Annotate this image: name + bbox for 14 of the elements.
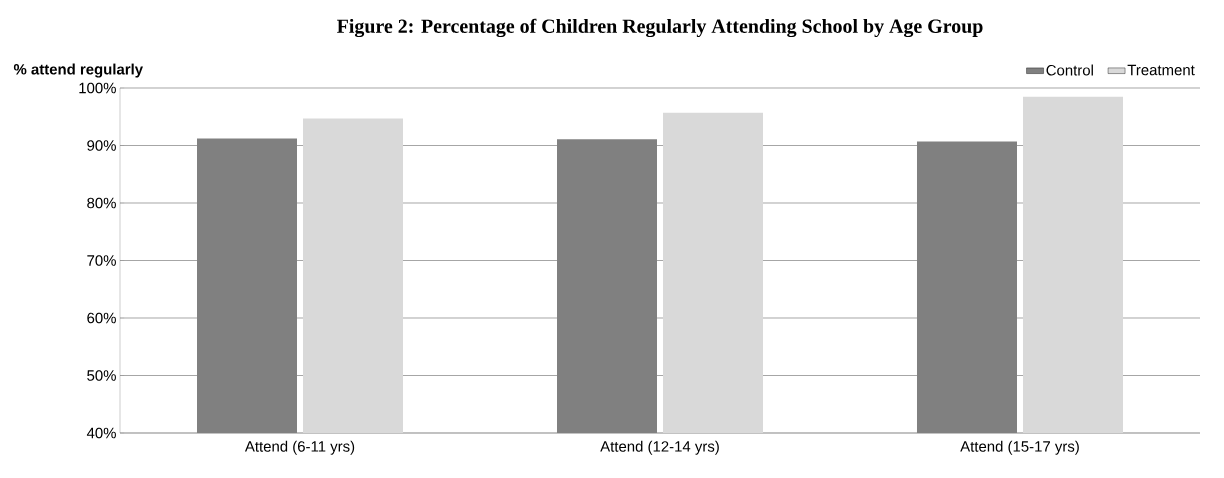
y-axis-title: % attend regularly <box>13 63 143 78</box>
y-tick-label: 60% <box>87 312 116 324</box>
y-tick-label: 80% <box>87 197 116 209</box>
legend-label: Treatment <box>1127 64 1195 76</box>
y-tick-label: 50% <box>87 370 116 381</box>
y-tick-label: 100% <box>79 82 116 94</box>
x-tick-label: Attend (6-11 yrs) <box>244 440 355 455</box>
x-tick-label: Attend (12-14 yrs) <box>600 440 719 455</box>
chart-title: Figure 2: Percentage of Children Regularly Attending School by Age Group <box>337 18 983 38</box>
x-tick-label: Attend (15-17 yrs) <box>960 440 1079 455</box>
y-tick-label: 90% <box>87 140 116 151</box>
legend-label: Control <box>1046 64 1093 76</box>
y-tick-label: 70% <box>87 255 116 266</box>
y-tick-label: 40% <box>86 427 116 439</box>
